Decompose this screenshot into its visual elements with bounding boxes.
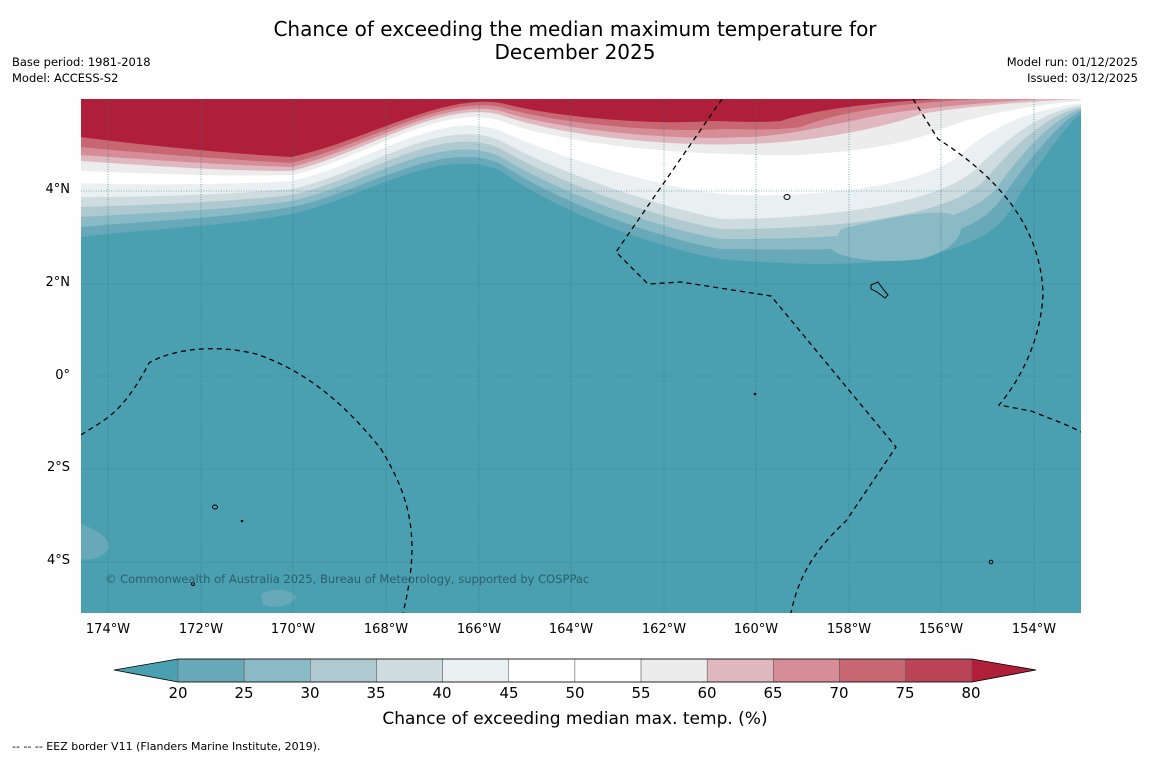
copyright-text: © Commonwealth of Australia 2025, Bureau… (105, 572, 590, 586)
lat-label-2s: 2°S (46, 460, 70, 475)
lon-label-174w: 174°W (85, 622, 131, 637)
lon-label-166w: 166°W (456, 622, 502, 637)
band-80 (81, 99, 941, 157)
meta-right: Model run: 01/12/2025 Issued: 03/12/2025 (1007, 54, 1138, 86)
colorbar-segment (773, 658, 840, 683)
colorbar (114, 658, 1037, 683)
colorbar-segment (706, 658, 774, 683)
map-title: Chance of exceeding the median maximum t… (0, 18, 1150, 64)
graticule (81, 99, 1081, 613)
pale-patch-sw (81, 524, 110, 560)
cb-tick-80: 80 (961, 684, 981, 702)
lat-label-4s: 4°S (46, 553, 70, 568)
cb-tick-35: 35 (366, 684, 386, 702)
colorbar-segment (376, 658, 443, 683)
lon-label-154w: 154°W (1011, 622, 1057, 637)
map-svg (81, 99, 1081, 613)
colorbar-segment (177, 658, 245, 683)
cb-tick-20: 20 (168, 684, 188, 702)
colorbar-segment (905, 658, 973, 683)
lat-label-2n: 2°N (45, 275, 71, 290)
colorbar-segment (574, 658, 642, 683)
issued-text: Issued: 03/12/2025 (1027, 71, 1138, 85)
footnote-eez: -- -- -- EEZ border V11 (Flanders Marine… (12, 740, 321, 753)
colorbar-segment (839, 658, 906, 683)
lon-label-162w: 162°W (641, 622, 687, 637)
eez-borders (81, 99, 1081, 613)
cb-tick-25: 25 (234, 684, 254, 702)
colorbar-segments (114, 658, 1036, 683)
meta-left: Base period: 1981-2018 Model: ACCESS-S2 (12, 54, 151, 86)
lon-label-168w: 168°W (363, 622, 409, 637)
colorbar-segment (640, 658, 708, 683)
cb-tick-60: 60 (697, 684, 717, 702)
lon-label-156w: 156°W (918, 622, 964, 637)
lon-label-164w: 164°W (548, 622, 594, 637)
colorbar-segment (508, 658, 576, 683)
cb-tick-40: 40 (432, 684, 452, 702)
title-line-2: December 2025 (494, 40, 656, 64)
colorbar-outline (114, 658, 1037, 683)
colorbar-label: Chance of exceeding median max. temp. (%… (382, 709, 768, 729)
cb-tick-75: 75 (895, 684, 915, 702)
pale-patch-east (831, 212, 961, 261)
lat-label-4n: 4°N (45, 182, 71, 197)
base-period-text: Base period: 1981-2018 (12, 55, 151, 69)
lat-label-0: 0° (55, 368, 70, 383)
colorbar-segment (442, 658, 510, 683)
cb-tick-65: 65 (763, 684, 783, 702)
colorbar-segment (310, 658, 377, 683)
lon-label-158w: 158°W (826, 622, 872, 637)
colorbar-extend-low (114, 659, 178, 682)
cb-tick-45: 45 (499, 684, 519, 702)
lon-label-170w: 170°W (270, 622, 316, 637)
cb-tick-30: 30 (300, 684, 320, 702)
colorbar-extend-high (972, 659, 1036, 682)
model-text: Model: ACCESS-S2 (12, 71, 119, 85)
cb-tick-55: 55 (631, 684, 651, 702)
lon-label-160w: 160°W (733, 622, 779, 637)
map-panel: © Commonwealth of Australia 2025, Bureau… (81, 99, 1081, 613)
cb-tick-70: 70 (829, 684, 849, 702)
pale-patch-south (261, 589, 296, 607)
lon-label-172w: 172°W (178, 622, 224, 637)
model-run-text: Model run: 01/12/2025 (1006, 55, 1138, 69)
cb-tick-50: 50 (565, 684, 585, 702)
islands (191, 194, 994, 586)
colorbar-segment (243, 658, 311, 683)
title-line-1: Chance of exceeding the median maximum t… (273, 17, 877, 41)
